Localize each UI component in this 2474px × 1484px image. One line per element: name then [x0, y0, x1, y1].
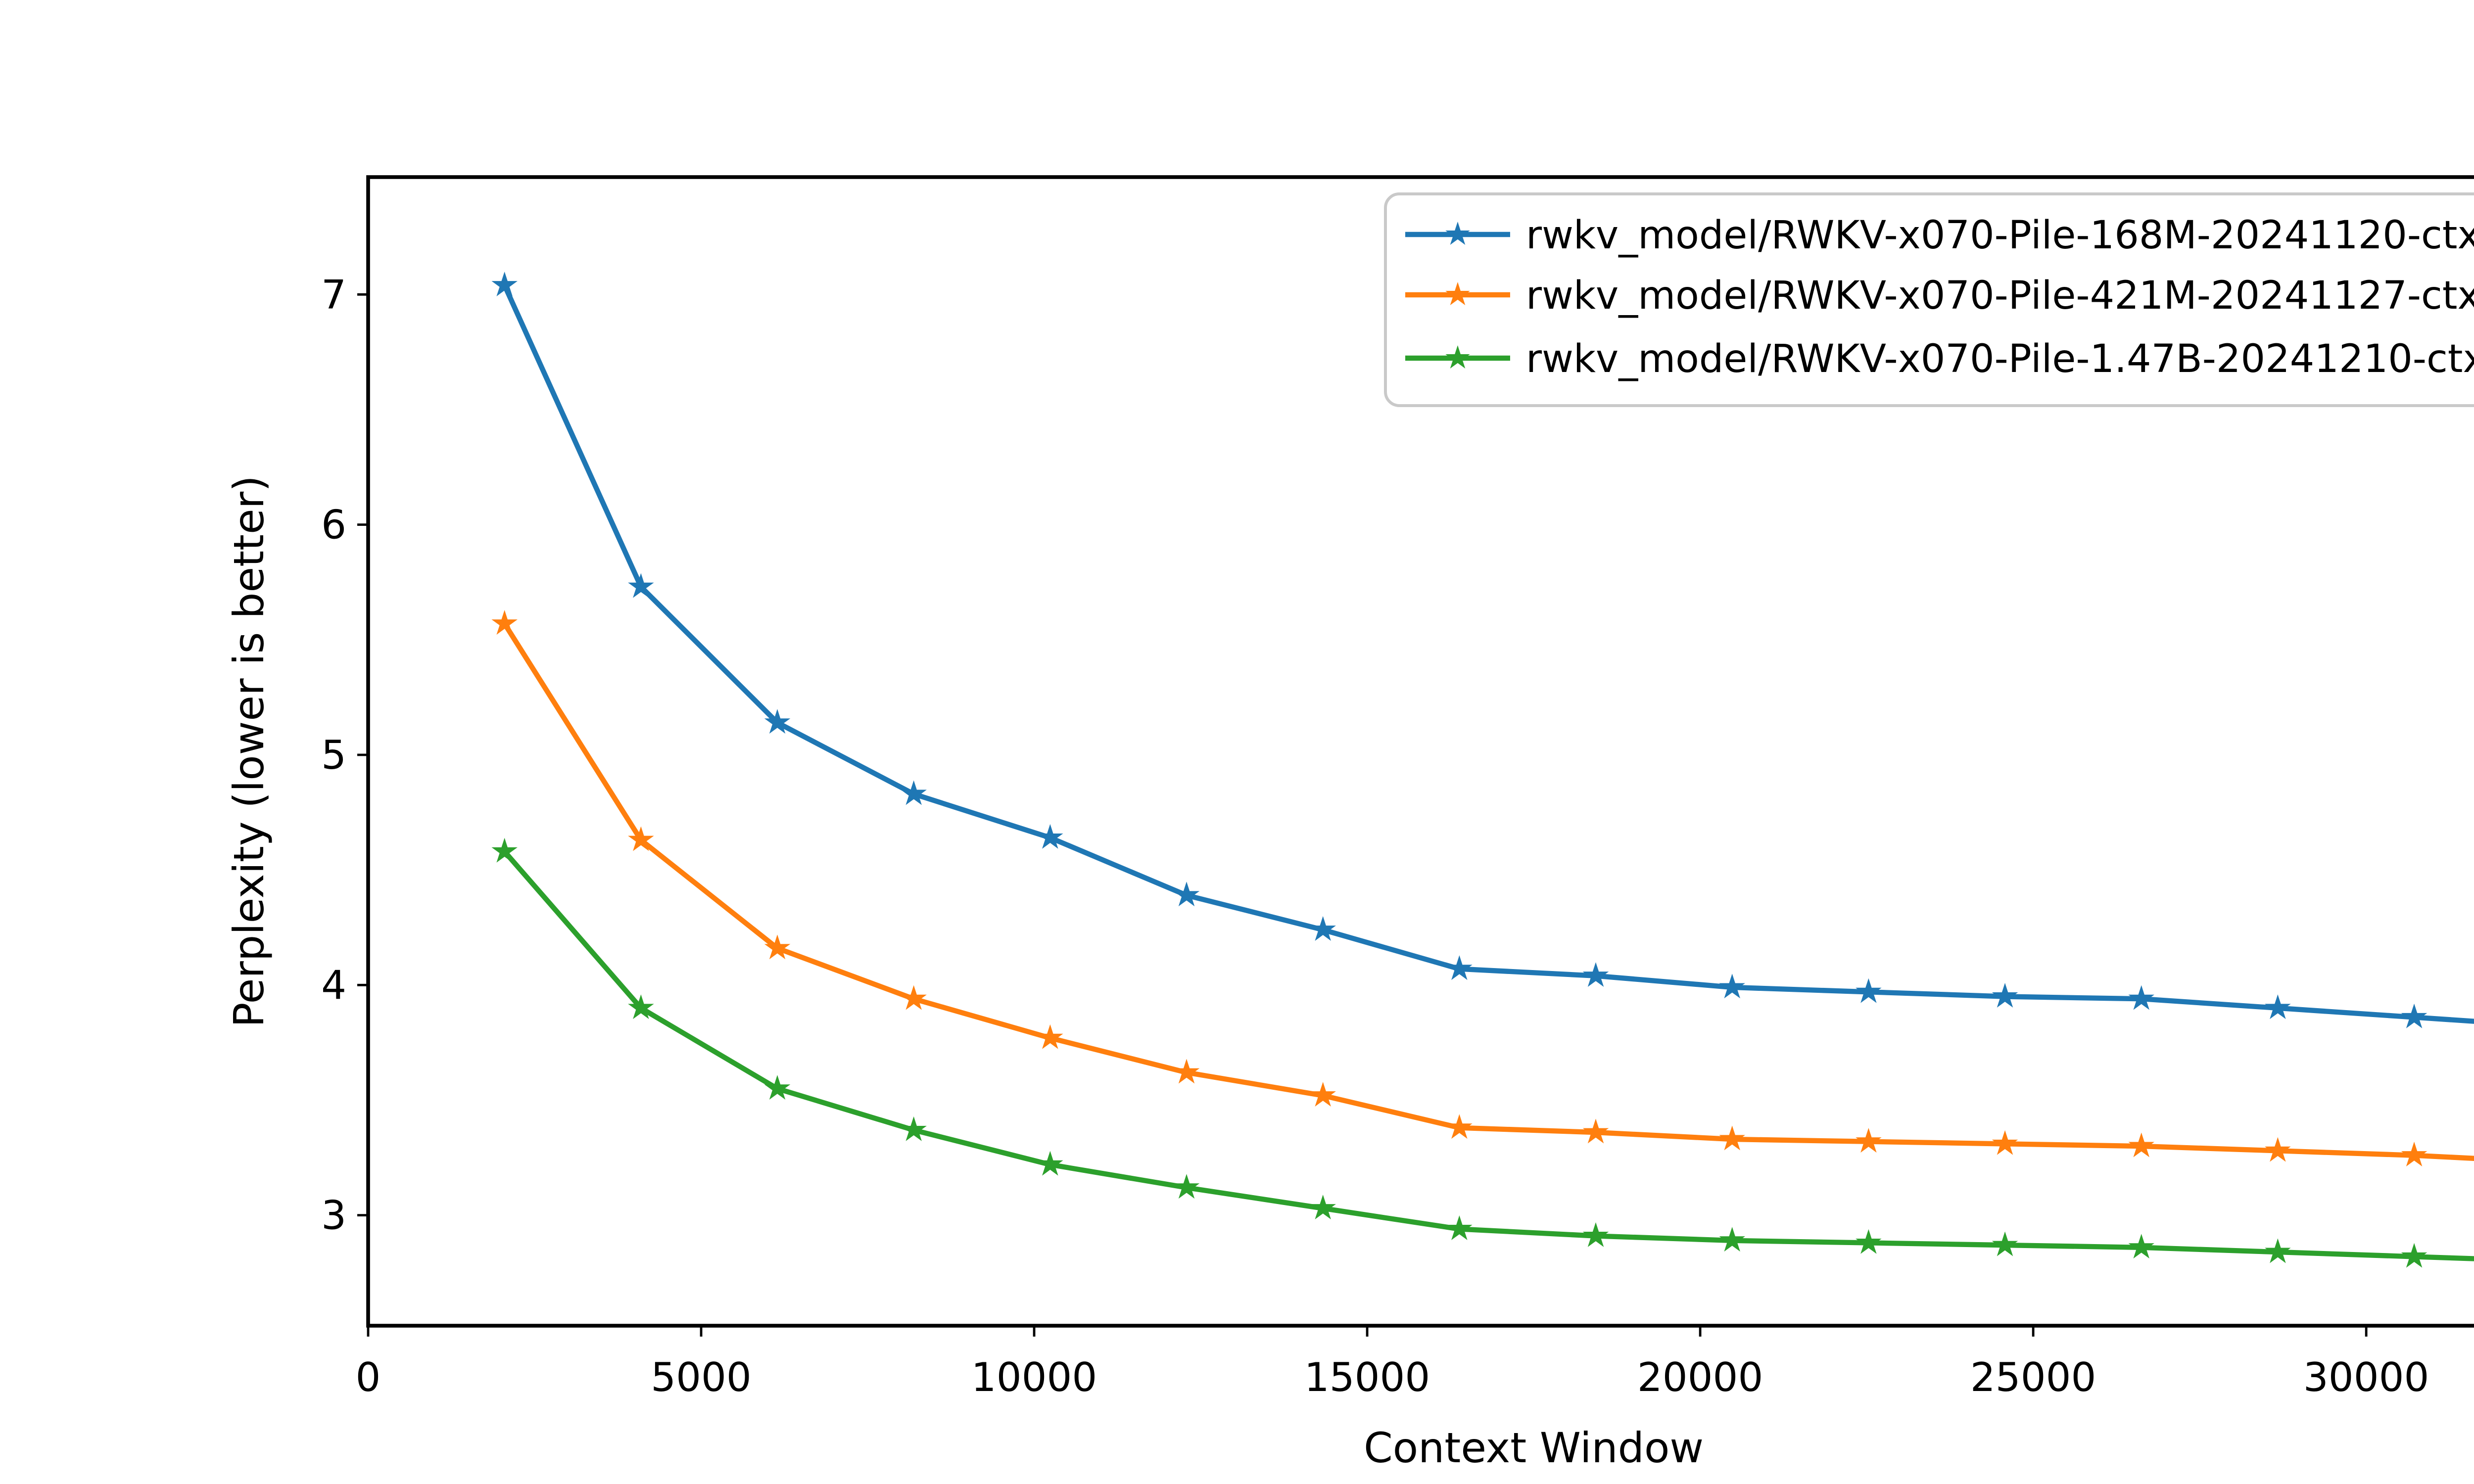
data-point-star: [2401, 1243, 2427, 1268]
data-point-star: [1582, 962, 1609, 987]
legend-entry: rwkv_model/RWKV-x070-Pile-1.47B-20241210…: [1405, 337, 2474, 381]
legend-box: [1384, 192, 2474, 407]
data-point-star: [1310, 916, 1336, 941]
y-tick-label: 5: [321, 732, 346, 778]
y-tick-label: 4: [321, 962, 346, 1008]
plot-area: 0500010000150002000025000300003500034567: [321, 175, 2474, 1400]
x-tick-label: 0: [356, 1354, 381, 1400]
series-0: [491, 272, 2474, 1028]
data-point-star: [2265, 994, 2291, 1020]
data-point-star: [901, 1116, 927, 1141]
legend: rwkv_model/RWKV-x070-Pile-168M-20241120-…: [1384, 192, 2474, 407]
data-point-star: [1719, 974, 1745, 999]
data-point-star: [1582, 1222, 1609, 1247]
data-point-star: [1582, 1118, 1609, 1144]
y-tick-label: 6: [321, 502, 346, 548]
legend-entry: rwkv_model/RWKV-x070-Pile-168M-20241120-…: [1405, 213, 2474, 258]
legend-entry: rwkv_model/RWKV-x070-Pile-421M-20241127-…: [1405, 274, 2474, 318]
x-tick-label: 30000: [2303, 1354, 2429, 1400]
legend-star-icon: [1445, 282, 1470, 306]
data-point-star: [1173, 881, 1200, 907]
data-point-star: [1446, 955, 1473, 980]
legend-label: rwkv_model/RWKV-x070-Pile-168M-20241120-…: [1526, 213, 2474, 258]
data-point-star: [1719, 1227, 1745, 1252]
data-point-star: [764, 1075, 791, 1100]
data-point-star: [1856, 1229, 1882, 1254]
data-point-star: [1173, 1059, 1200, 1084]
data-point-star: [2128, 1234, 2154, 1259]
legend-label: rwkv_model/RWKV-x070-Pile-1.47B-20241210…: [1526, 337, 2474, 381]
x-tick-label: 10000: [971, 1354, 1097, 1400]
data-point-star: [1310, 1082, 1336, 1107]
data-point-star: [1856, 1128, 1882, 1153]
x-tick-label: 15000: [1304, 1354, 1430, 1400]
data-point-star: [2401, 1003, 2427, 1028]
data-point-star: [628, 573, 654, 598]
legend-star-icon: [1445, 222, 1470, 245]
data-point-star: [1446, 1114, 1473, 1139]
y-axis-label: Perplexity (lower is better): [225, 475, 273, 1027]
data-point-star: [2128, 985, 2154, 1010]
series-line: [502, 282, 2474, 1024]
data-point-star: [1037, 1024, 1063, 1049]
data-point-star: [901, 780, 927, 805]
data-point-star: [764, 709, 791, 734]
data-point-star: [1310, 1195, 1336, 1219]
data-point-star: [1446, 1215, 1473, 1240]
data-point-star: [1037, 824, 1063, 849]
x-tick-label: 20000: [1637, 1354, 1763, 1400]
series-1: [491, 610, 2474, 1166]
series-line: [502, 621, 2474, 1161]
data-point-star: [1173, 1174, 1200, 1199]
data-point-star: [1992, 1231, 2018, 1256]
data-point-star: [491, 272, 518, 297]
data-point-star: [1037, 1151, 1063, 1176]
legend-star-icon: [1445, 345, 1470, 369]
data-point-star: [1992, 1130, 2018, 1155]
data-point-star: [1992, 982, 2018, 1008]
legend-label: rwkv_model/RWKV-x070-Pile-421M-20241127-…: [1526, 274, 2474, 318]
data-point-star: [491, 837, 518, 863]
data-point-star: [628, 826, 654, 851]
x-tick-label: 25000: [1970, 1354, 2096, 1400]
data-point-star: [764, 934, 791, 960]
y-tick-label: 7: [321, 272, 346, 318]
x-axis-label: Context Window: [1364, 1424, 1704, 1472]
data-point-star: [628, 994, 654, 1020]
data-point-star: [901, 985, 927, 1010]
data-point-star: [2128, 1132, 2154, 1158]
x-tick-label: 5000: [651, 1354, 752, 1400]
series-line: [502, 849, 2474, 1261]
y-tick-label: 3: [321, 1193, 346, 1239]
data-point-star: [1856, 978, 1882, 1003]
legend-entries: rwkv_model/RWKV-x070-Pile-168M-20241120-…: [1405, 213, 2474, 381]
data-point-star: [491, 610, 518, 635]
data-point-star: [2265, 1238, 2291, 1263]
data-point-star: [2401, 1142, 2427, 1166]
series-2: [491, 837, 2474, 1268]
data-point-star: [2265, 1137, 2291, 1162]
data-point-star: [1719, 1125, 1745, 1151]
plot-border: [366, 175, 2474, 1328]
